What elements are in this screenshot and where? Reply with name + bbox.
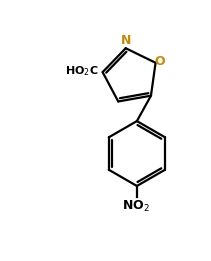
Text: NO$_2$: NO$_2$ — [122, 199, 150, 214]
Text: O: O — [154, 55, 165, 68]
Text: N: N — [120, 34, 131, 46]
Text: HO$_2$C: HO$_2$C — [65, 64, 98, 78]
